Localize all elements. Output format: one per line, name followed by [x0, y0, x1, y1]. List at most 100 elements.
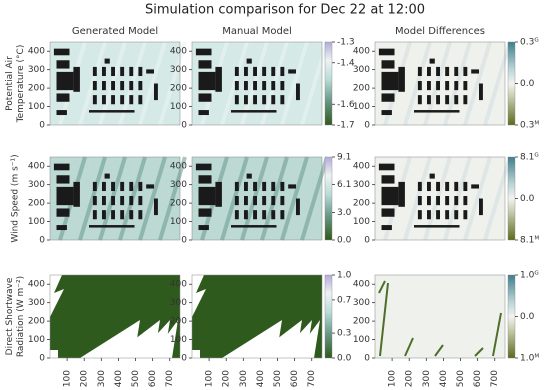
- y-tick-label: 200: [28, 317, 45, 327]
- colorbar-tick-label: 9.1: [337, 153, 351, 163]
- y-tick-label: 100: [170, 335, 187, 345]
- field-streak: [463, 156, 492, 241]
- building: [198, 208, 212, 217]
- field-streak: [78, 41, 107, 126]
- building: [280, 81, 285, 91]
- building: [436, 81, 440, 91]
- y-tick-label: 0: [39, 236, 45, 246]
- building: [262, 210, 267, 220]
- colorbar: [324, 41, 333, 126]
- y-tick-label: 0: [181, 121, 187, 131]
- building: [234, 210, 239, 220]
- x-tick-label: 300: [97, 370, 107, 387]
- building: [280, 181, 285, 192]
- building: [198, 60, 212, 69]
- building: [102, 95, 106, 105]
- building: [280, 95, 285, 105]
- building: [378, 48, 395, 56]
- building: [138, 196, 143, 206]
- y-tick-label: 400: [28, 47, 45, 57]
- x-tick-label: 400: [114, 370, 124, 387]
- panel: [374, 41, 512, 126]
- x-tick-label: 400: [439, 370, 449, 387]
- building: [381, 60, 395, 69]
- building: [198, 110, 209, 116]
- building: [463, 196, 468, 206]
- building: [234, 196, 239, 206]
- colorbar-tick-label: 3.0: [337, 208, 352, 218]
- building: [271, 81, 276, 91]
- colorbar-tick-label: 1.0ᴳ: [520, 271, 539, 281]
- y-tick-label: 300: [353, 180, 370, 190]
- y-tick-label: 100: [28, 335, 45, 345]
- colorbar-tick-label: 0.3ᴹ: [520, 121, 539, 131]
- y-tick-label: 400: [170, 162, 187, 172]
- building: [429, 173, 435, 179]
- row-label: Direct Shortwave: [5, 277, 15, 355]
- y-tick-label: 0: [39, 354, 45, 364]
- field-streak: [220, 41, 249, 126]
- diff-streak: [474, 347, 484, 357]
- building: [471, 69, 479, 74]
- building: [398, 66, 405, 92]
- building: [104, 173, 110, 179]
- building: [195, 163, 212, 171]
- column-title: Generated Model: [72, 26, 158, 37]
- building: [381, 93, 395, 102]
- panel: [49, 156, 187, 241]
- building: [471, 184, 479, 189]
- building: [146, 184, 154, 189]
- building: [427, 196, 431, 206]
- building: [111, 95, 115, 105]
- building: [111, 181, 115, 192]
- building: [102, 196, 106, 206]
- x-tick-label: 700: [490, 370, 500, 387]
- building: [463, 66, 468, 77]
- building: [92, 181, 97, 192]
- building: [445, 196, 450, 206]
- y-tick-label: 100: [170, 102, 187, 112]
- y-tick-label: 300: [170, 298, 187, 308]
- colorbar-tick-label: 6.1: [337, 180, 351, 190]
- diff-streak: [378, 280, 386, 294]
- building: [436, 196, 440, 206]
- building: [262, 95, 267, 105]
- y-tick-label: 400: [28, 162, 45, 172]
- building: [463, 181, 468, 192]
- y-tick-label: 300: [28, 180, 45, 190]
- building: [56, 60, 70, 69]
- building: [381, 186, 399, 206]
- field-streak: [280, 156, 309, 241]
- building: [215, 181, 222, 207]
- x-tick-label: 200: [222, 370, 232, 387]
- building: [198, 71, 216, 91]
- building: [479, 198, 483, 216]
- building: [195, 48, 212, 56]
- diff-streak: [404, 337, 414, 357]
- building: [244, 196, 248, 206]
- x-tick-label: 200: [405, 370, 415, 387]
- building: [271, 95, 276, 105]
- building: [427, 95, 431, 105]
- building: [102, 181, 106, 192]
- building: [129, 210, 134, 220]
- diff-streak: [492, 312, 502, 357]
- x-tick-label: 600: [148, 370, 158, 387]
- colorbar-tick-label: 1.0ᴹ: [520, 354, 539, 364]
- y-tick-label: 200: [353, 317, 370, 327]
- building: [454, 81, 459, 91]
- building: [129, 95, 134, 105]
- building: [244, 210, 248, 220]
- building: [129, 66, 134, 77]
- y-tick-label: 400: [170, 280, 187, 290]
- y-tick-label: 300: [353, 65, 370, 75]
- panel-frame: [191, 41, 323, 126]
- field-streak: [138, 41, 167, 126]
- colorbar-tick-label: 1.0: [337, 271, 352, 281]
- field-streak: [300, 156, 329, 241]
- building: [454, 66, 459, 77]
- field-streak: [158, 156, 187, 241]
- y-tick-label: 200: [170, 317, 187, 327]
- building: [436, 181, 440, 192]
- building: [120, 196, 125, 206]
